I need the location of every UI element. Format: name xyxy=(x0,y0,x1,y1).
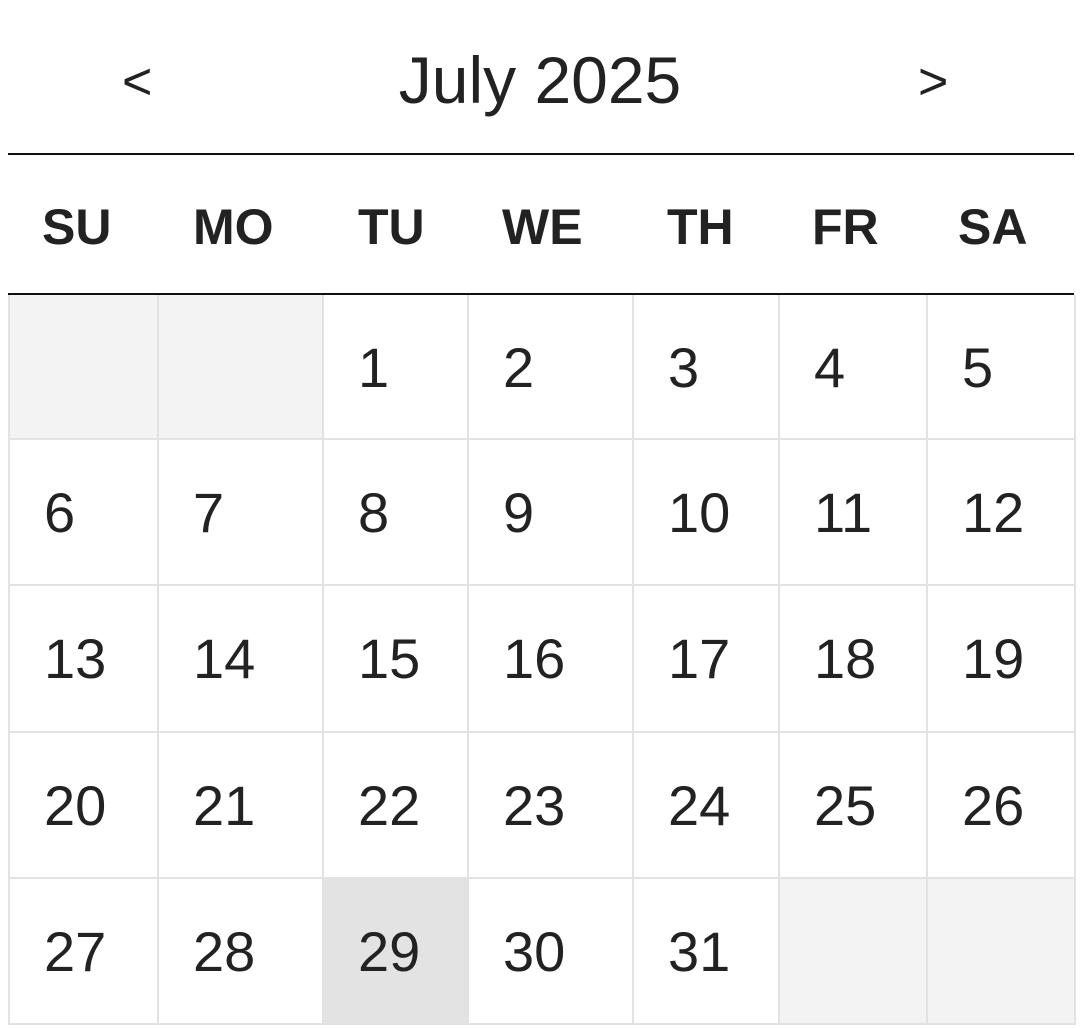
day-cell[interactable]: 1 xyxy=(324,295,469,440)
day-number: 28 xyxy=(193,920,256,983)
day-cell[interactable]: 22 xyxy=(324,733,469,879)
day-number: 13 xyxy=(44,627,107,690)
day-number: 23 xyxy=(503,774,566,837)
weekday-label: TH xyxy=(667,199,734,255)
day-cell[interactable]: 27 xyxy=(10,879,159,1025)
empty-day-cell xyxy=(10,295,159,440)
day-cell-selected[interactable]: 29 xyxy=(324,879,469,1025)
day-number: 29 xyxy=(358,920,421,983)
day-number: 19 xyxy=(962,627,1025,690)
day-cell[interactable]: 24 xyxy=(634,733,780,879)
day-number: 26 xyxy=(962,774,1025,837)
day-cell[interactable]: 3 xyxy=(634,295,780,440)
day-cell[interactable]: 31 xyxy=(634,879,780,1025)
day-cell[interactable]: 5 xyxy=(928,295,1076,440)
day-number: 24 xyxy=(668,774,731,837)
day-number: 22 xyxy=(358,774,421,837)
weekday-divider xyxy=(8,293,1074,295)
day-cell[interactable]: 7 xyxy=(159,440,324,586)
day-number: 11 xyxy=(814,481,873,544)
day-number: 27 xyxy=(44,920,107,983)
day-number: 7 xyxy=(193,481,225,544)
day-number: 4 xyxy=(814,336,846,399)
day-cell[interactable]: 19 xyxy=(928,586,1076,733)
day-number: 5 xyxy=(962,336,994,399)
empty-day-cell xyxy=(780,879,928,1025)
day-number: 2 xyxy=(503,336,535,399)
day-number: 25 xyxy=(814,774,877,837)
day-number: 3 xyxy=(668,336,700,399)
weekday-label: SU xyxy=(42,199,112,255)
day-cell[interactable]: 18 xyxy=(780,586,928,733)
day-number: 8 xyxy=(358,481,390,544)
day-cell[interactable]: 6 xyxy=(10,440,159,586)
day-cell[interactable]: 4 xyxy=(780,295,928,440)
weekday-header-row: SU MO TU WE TH FR SA xyxy=(0,155,1080,293)
weekday-label: SA xyxy=(958,199,1028,255)
day-number: 1 xyxy=(358,336,390,399)
day-cell[interactable]: 17 xyxy=(634,586,780,733)
day-number: 10 xyxy=(668,481,731,544)
day-number: 30 xyxy=(503,920,566,983)
day-cell[interactable]: 12 xyxy=(928,440,1076,586)
day-cell[interactable]: 21 xyxy=(159,733,324,879)
day-cell[interactable]: 15 xyxy=(324,586,469,733)
day-number: 20 xyxy=(44,774,107,837)
day-number: 14 xyxy=(193,627,256,690)
weekday-label: WE xyxy=(502,199,583,255)
weekday-label: MO xyxy=(193,199,274,255)
day-number: 17 xyxy=(668,627,731,690)
calendar-header: < July 2025 > xyxy=(0,0,1080,155)
weekday-label: TU xyxy=(358,199,425,255)
day-number: 12 xyxy=(962,481,1025,544)
day-number: 9 xyxy=(503,481,535,544)
day-grid: 1 2 3 4 5 6 7 8 9 10 11 12 13 14 15 16 17 18 19 20 21 22 23 24 2… xyxy=(8,295,1076,1025)
month-title: July 2025 xyxy=(398,43,682,117)
day-cell[interactable]: 28 xyxy=(159,879,324,1025)
empty-day-cell xyxy=(928,879,1076,1025)
day-cell[interactable]: 26 xyxy=(928,733,1076,879)
day-cell[interactable]: 13 xyxy=(10,586,159,733)
day-cell[interactable]: 20 xyxy=(10,733,159,879)
day-number: 18 xyxy=(814,627,877,690)
day-cell[interactable]: 14 xyxy=(159,586,324,733)
day-number: 6 xyxy=(44,481,76,544)
day-number: 21 xyxy=(193,774,256,837)
day-number: 15 xyxy=(358,627,421,690)
day-number: 16 xyxy=(503,627,566,690)
day-cell[interactable]: 23 xyxy=(469,733,634,879)
day-cell[interactable]: 25 xyxy=(780,733,928,879)
day-cell[interactable]: 16 xyxy=(469,586,634,733)
day-cell[interactable]: 9 xyxy=(469,440,634,586)
day-cell[interactable]: 10 xyxy=(634,440,780,586)
previous-month-button[interactable]: < xyxy=(122,53,153,111)
next-month-button[interactable]: > xyxy=(918,53,949,111)
day-cell[interactable]: 2 xyxy=(469,295,634,440)
day-cell[interactable]: 11 xyxy=(780,440,928,586)
day-number: 31 xyxy=(668,920,731,983)
header-divider xyxy=(8,153,1074,155)
weekday-label: FR xyxy=(812,199,879,255)
day-cell[interactable]: 8 xyxy=(324,440,469,586)
day-cell[interactable]: 30 xyxy=(469,879,634,1025)
empty-day-cell xyxy=(159,295,324,440)
